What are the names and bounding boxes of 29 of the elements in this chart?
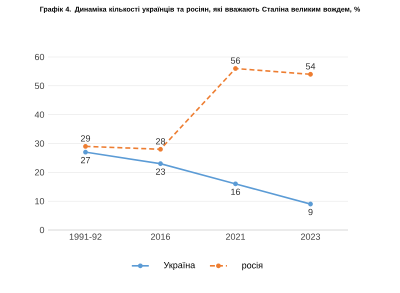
x-tick-label: 2023 (300, 234, 320, 240)
x-tick-label: 2021 (226, 234, 246, 240)
data-label: 54 (306, 63, 316, 70)
point (158, 146, 163, 152)
y-tick-label: 40 (34, 111, 44, 118)
y-tick-label: 20 (34, 169, 44, 176)
point (308, 72, 313, 77)
y-tick-label: 60 (34, 54, 44, 60)
point (308, 202, 313, 206)
point (233, 181, 238, 186)
data-label: 28 (156, 138, 166, 144)
y-tick-label: 10 (35, 198, 44, 204)
legend-label: росія (242, 262, 262, 270)
data-label: 56 (230, 57, 240, 64)
data-label: 9 (308, 208, 313, 216)
data-label: 16 (231, 188, 240, 196)
data-label: 29 (80, 135, 90, 142)
legend-label: Україна (164, 262, 196, 270)
point (83, 144, 88, 149)
y-tick-label: 0 (40, 226, 44, 234)
y-tick-label: 30 (34, 140, 44, 147)
x-tick-label: 1991-92 (70, 234, 102, 240)
point (233, 66, 238, 71)
point (158, 161, 163, 166)
point (83, 150, 88, 155)
data-label: 23 (156, 168, 166, 175)
x-tick-label: 2016 (150, 234, 170, 240)
y-tick-label: 50 (34, 82, 44, 90)
data-label: 27 (80, 156, 90, 164)
